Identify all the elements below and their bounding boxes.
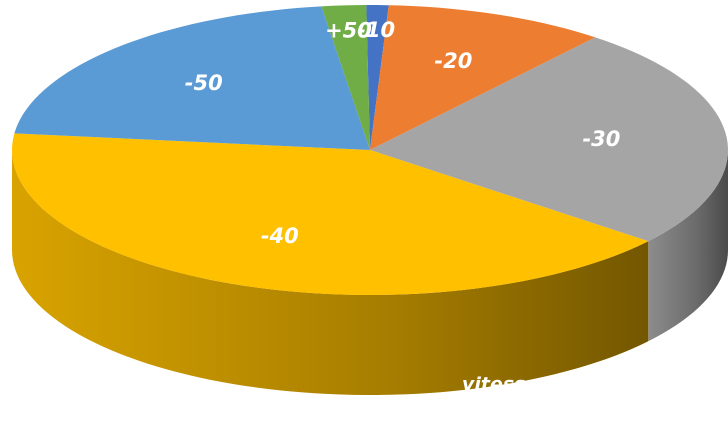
data-label: +50 — [325, 18, 372, 42]
slice — [321, 5, 370, 151]
slice — [14, 6, 370, 150]
labels: -10 -20 -30 -40 -50 +50 — [185, 18, 621, 248]
data-label: -10 — [357, 18, 395, 42]
pie-sides — [12, 150, 728, 395]
data-label: -50 — [185, 71, 223, 95]
pie-tops — [12, 5, 728, 295]
data-label: -30 — [582, 127, 620, 151]
slice — [370, 37, 728, 242]
slice — [370, 5, 596, 151]
slice-side-shade — [648, 150, 728, 342]
slice — [12, 133, 649, 295]
data-label: -20 — [434, 49, 472, 73]
data-label: -40 — [261, 224, 299, 248]
annotation: vitesse en km/h — [462, 374, 631, 396]
slice-side-shade — [12, 150, 649, 395]
slice — [366, 5, 389, 151]
